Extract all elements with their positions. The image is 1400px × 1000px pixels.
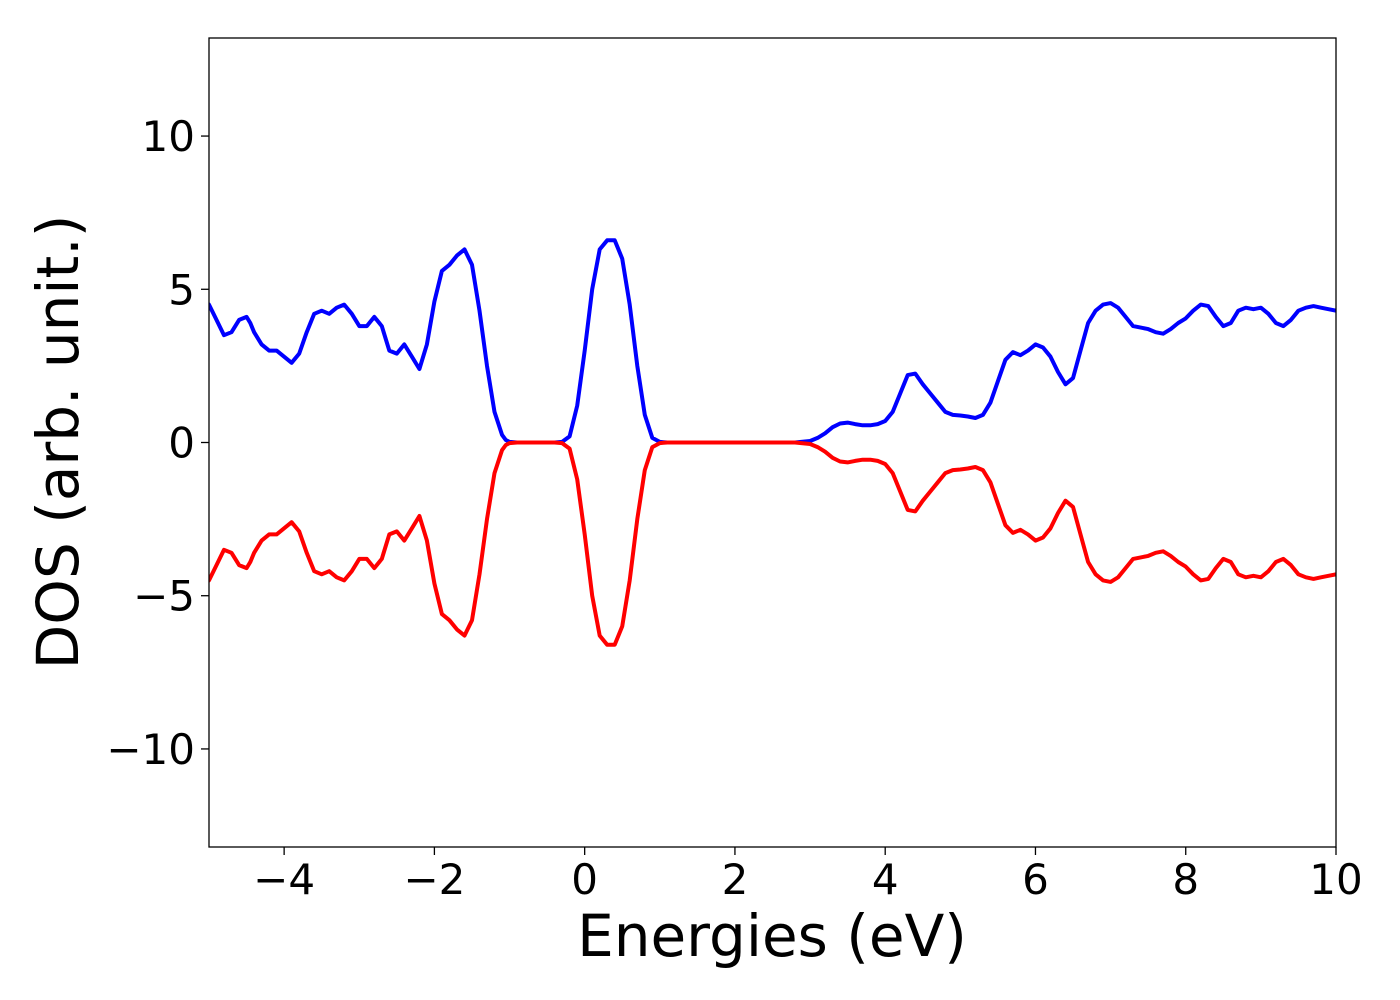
- dos-line-red: [209, 440, 1336, 647]
- y-tick-label: 10: [142, 112, 195, 161]
- x-tick-label: 6: [1022, 855, 1049, 904]
- y-tick-label: 5: [168, 265, 195, 314]
- x-tick-label: 2: [722, 855, 749, 904]
- x-tick-label: 4: [872, 855, 899, 904]
- y-tick-label: 0: [168, 419, 195, 468]
- x-tick-label: 0: [571, 855, 598, 904]
- x-axis-label: Energies (eV): [577, 902, 967, 970]
- y-axis-ticks: −10 −5 0 5 10: [106, 112, 209, 774]
- x-tick-label: −4: [253, 855, 315, 904]
- x-axis-ticks: −4 −2 0 2 4 6 8 10: [253, 847, 1363, 904]
- x-tick-label: 8: [1172, 855, 1199, 904]
- series-layer: [209, 238, 1336, 647]
- y-axis-label: DOS (arb. unit.): [24, 215, 92, 670]
- x-tick-label: 10: [1309, 855, 1362, 904]
- y-tick-label: −10: [106, 725, 195, 774]
- y-tick-label: −5: [133, 572, 195, 621]
- x-tick-label: −2: [403, 855, 465, 904]
